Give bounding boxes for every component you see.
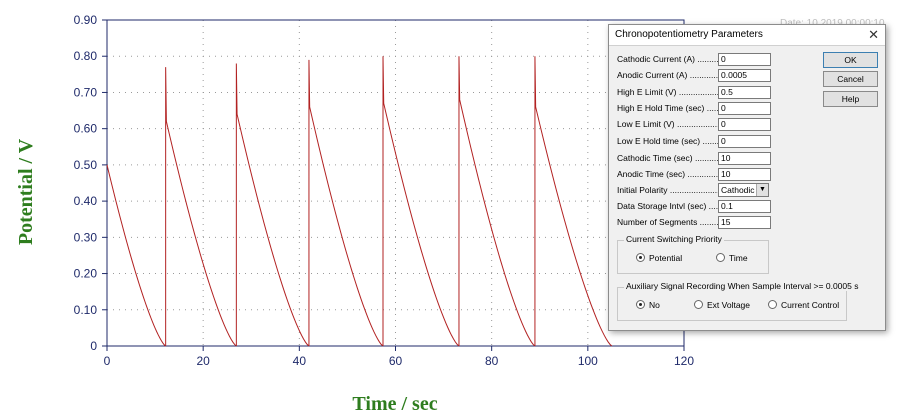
low-e-hold-time-input[interactable]: 0 — [718, 135, 771, 148]
grid — [107, 20, 684, 346]
low-e-limit-label: Low E Limit (V) ........................… — [617, 119, 744, 129]
x-tick-label: 0 — [104, 354, 111, 368]
anodic-time-label: Anodic Time (sec) ................... — [617, 169, 733, 179]
data-storage-interval-label: Data Storage Intvl (sec) ........ — [617, 201, 728, 211]
radio-ext-voltage[interactable]: Ext Voltage — [694, 300, 750, 310]
anodic-current-label: Anodic Current (A) ................... — [617, 70, 735, 80]
tick-labels: 0 20 40 60 80 100 120 0 0.10 0.20 0.30 0.40 0.50 0.60… — [74, 13, 695, 368]
number-of-segments-input[interactable]: 15 — [718, 216, 771, 229]
radio-unselected-icon — [694, 300, 703, 310]
ok-button[interactable]: OK — [823, 52, 878, 68]
auxiliary-signal-group: Auxiliary Signal Recording When Sample I… — [617, 281, 861, 321]
charge-segment-line — [235, 63, 310, 347]
current-switching-priority-title: Current Switching Priority — [624, 234, 724, 244]
cathodic-current-input[interactable]: 0 — [718, 53, 771, 66]
charge-segment-line — [308, 59, 384, 347]
charge-segment-line — [165, 67, 237, 347]
cathodic-current-label: Cathodic Current (A) .............. — [617, 54, 731, 64]
x-axis-title: Time / sec — [352, 393, 437, 415]
radio-unselected-icon — [716, 253, 725, 263]
radio-potential[interactable]: Potential — [636, 253, 682, 263]
y-tick-label: 0.40 — [74, 194, 98, 208]
initial-polarity-select[interactable]: Cathodic ▼ — [718, 183, 769, 197]
y-tick-label: 0.70 — [74, 85, 98, 99]
y-tick-label: 0.90 — [74, 13, 98, 27]
radio-time[interactable]: Time — [716, 253, 748, 263]
dialog-title: Chronopotentiometry Parameters — [615, 29, 763, 40]
low-e-limit-input[interactable]: 0 — [718, 118, 771, 131]
y-tick-label: 0.80 — [74, 49, 98, 63]
high-e-hold-time-label: High E Hold Time (sec) ...... — [617, 103, 721, 113]
high-e-hold-time-input[interactable]: 0 — [718, 102, 771, 115]
x-tick-label: 80 — [485, 354, 499, 368]
charge-segment-line — [458, 56, 536, 347]
axes — [102, 19, 685, 351]
radio-current-control-label: Current Control — [781, 300, 840, 310]
background-header-fragment: Date: 10 2019 00:00:10 — [780, 18, 885, 29]
x-tick-label: 60 — [389, 354, 403, 368]
charge-segment-line — [534, 56, 613, 347]
low-e-hold-time-label: Low E Hold time (sec) ......... — [617, 136, 724, 146]
radio-ext-voltage-label: Ext Voltage — [707, 300, 751, 310]
radio-selected-icon — [636, 253, 645, 263]
radio-selected-icon — [636, 300, 645, 310]
anodic-current-input[interactable]: 0.0005 — [718, 69, 771, 82]
x-tick-label: 40 — [293, 354, 307, 368]
y-tick-label: 0.30 — [74, 230, 98, 244]
high-e-limit-label: High E Limit (V) .......................… — [617, 87, 743, 97]
charge-segment-line — [382, 56, 460, 347]
current-switching-priority-group: Current Switching Priority Potential Tim… — [617, 234, 769, 274]
dialog-titlebar[interactable]: Chronopotentiometry Parameters ✕ — [609, 25, 885, 46]
close-icon[interactable]: ✕ — [868, 27, 879, 42]
radio-no-label: No — [649, 300, 660, 310]
x-tick-label: 100 — [578, 354, 598, 368]
auxiliary-signal-title: Auxiliary Signal Recording When Sample I… — [624, 281, 861, 291]
cancel-button[interactable]: Cancel — [823, 71, 878, 87]
high-e-limit-input[interactable]: 0.5 — [718, 86, 771, 99]
y-tick-label: 0.60 — [74, 122, 98, 136]
cathodic-time-input[interactable]: 10 — [718, 152, 771, 165]
series-layer — [106, 56, 613, 347]
chronopotentiometry-dialog: Chronopotentiometry Parameters ✕ Cathodi… — [608, 24, 886, 331]
initial-polarity-label: Initial Polarity .......................… — [617, 185, 732, 195]
y-tick-label: 0.20 — [74, 267, 98, 281]
data-storage-interval-input[interactable]: 0.1 — [718, 200, 771, 213]
radio-time-label: Time — [729, 253, 748, 263]
charge-segment-line — [106, 164, 166, 347]
help-button[interactable]: Help — [823, 91, 878, 107]
y-tick-label: 0.10 — [74, 303, 98, 317]
x-tick-label: 20 — [196, 354, 210, 368]
radio-potential-label: Potential — [649, 253, 683, 263]
radio-unselected-icon — [768, 300, 777, 310]
x-tick-label: 120 — [674, 354, 694, 368]
anodic-time-input[interactable]: 10 — [718, 168, 771, 181]
y-axis-title: Potential / V — [15, 138, 37, 245]
initial-polarity-value: Cathodic — [721, 185, 755, 195]
y-tick-label: 0 — [90, 339, 97, 353]
radio-no[interactable]: No — [636, 300, 660, 310]
cathodic-time-label: Cathodic Time (sec) .............. — [617, 153, 729, 163]
radio-current-control[interactable]: Current Control — [768, 300, 839, 310]
y-tick-label: 0.50 — [74, 158, 98, 172]
chevron-down-icon[interactable]: ▼ — [756, 184, 768, 196]
number-of-segments-label: Number of Segments .............. — [617, 217, 733, 227]
